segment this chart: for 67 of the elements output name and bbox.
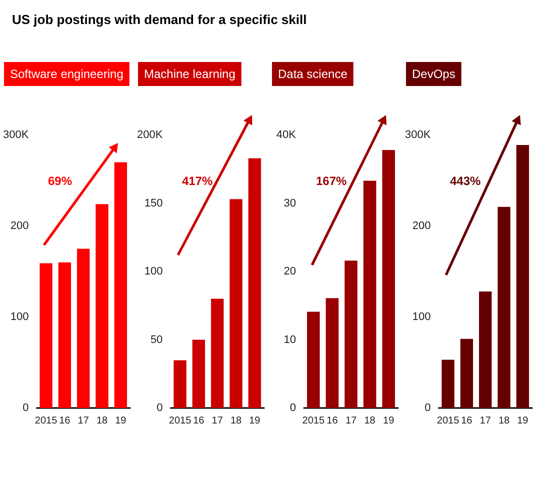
bar: [498, 206, 510, 408]
bar: [363, 180, 376, 408]
x-tick-label: 2015: [168, 416, 192, 426]
x-tick-label: 18: [96, 416, 108, 426]
bar: [40, 263, 52, 408]
x-tick-label: 2015: [34, 416, 58, 426]
y-tick-label: 200: [10, 220, 29, 232]
bar: [58, 262, 72, 408]
x-tick-label: 16: [326, 416, 338, 426]
x-tick-label: 18: [364, 416, 376, 426]
x-tick-label: 19: [517, 416, 529, 426]
bar: [192, 340, 206, 408]
x-tick-label: 19: [249, 416, 261, 426]
bar: [96, 204, 108, 408]
y-tick-label: 300K: [2, 129, 30, 141]
y-tick-label: 10: [284, 334, 296, 346]
y-tick-label: 200: [412, 220, 431, 232]
x-tick-label: 17: [212, 416, 224, 426]
chart-subtitle: Machine learning: [144, 67, 236, 81]
annotation: 443%: [450, 174, 482, 188]
text: US job postings with demand for a specific skill: [12, 12, 307, 27]
y-tick-label: 100: [10, 311, 29, 323]
bar: [211, 298, 224, 408]
y-tick-label: 150: [144, 197, 163, 210]
y-tick-label: 30: [284, 197, 296, 210]
bar: [460, 338, 474, 408]
bar: [479, 292, 492, 408]
bar: [230, 199, 242, 408]
chart-subtitle: Data science: [278, 67, 348, 81]
bar: [382, 150, 395, 408]
annotation: 417%: [182, 174, 214, 188]
y-tick-label: 50: [150, 334, 163, 346]
x-tick-label: 17: [480, 416, 492, 426]
bar: [516, 145, 530, 408]
annotation: 167%: [316, 174, 348, 188]
x-tick-label: 18: [230, 416, 242, 426]
chart-subtitle: DevOps: [412, 67, 456, 81]
x-tick-label: 19: [383, 416, 395, 426]
x-tick-label: 19: [115, 416, 127, 426]
chart-subtitle: Software engineering: [10, 67, 124, 81]
bar: [114, 162, 128, 408]
bar: [442, 360, 454, 408]
y-tick-label: 0: [22, 402, 29, 414]
x-tick-label: 17: [78, 416, 90, 426]
x-tick-label: 17: [345, 416, 357, 426]
bar: [174, 360, 186, 408]
y-tick-label: 0: [156, 402, 163, 414]
x-tick-label: 16: [193, 416, 205, 426]
x-tick-label: 18: [498, 416, 510, 426]
y-tick-label: 200K: [136, 129, 164, 141]
bar: [248, 158, 262, 408]
y-tick-label: 0: [290, 402, 296, 414]
y-tick-label: 100: [144, 266, 163, 278]
y-tick-label: 20: [284, 266, 296, 278]
x-tick-label: 2015: [436, 416, 460, 426]
annotation: 69%: [48, 174, 72, 188]
bar: [77, 248, 90, 408]
y-tick-label: 100: [412, 311, 431, 323]
x-tick-label: 16: [59, 416, 71, 426]
x-tick-label: 2015: [302, 416, 325, 426]
bar: [344, 260, 358, 408]
y-tick-label: 40K: [276, 129, 297, 141]
bar: [326, 298, 339, 408]
y-tick-label: 0: [424, 402, 431, 414]
x-tick-label: 16: [461, 416, 473, 426]
bar: [307, 312, 320, 408]
y-tick-label: 300K: [404, 129, 432, 141]
